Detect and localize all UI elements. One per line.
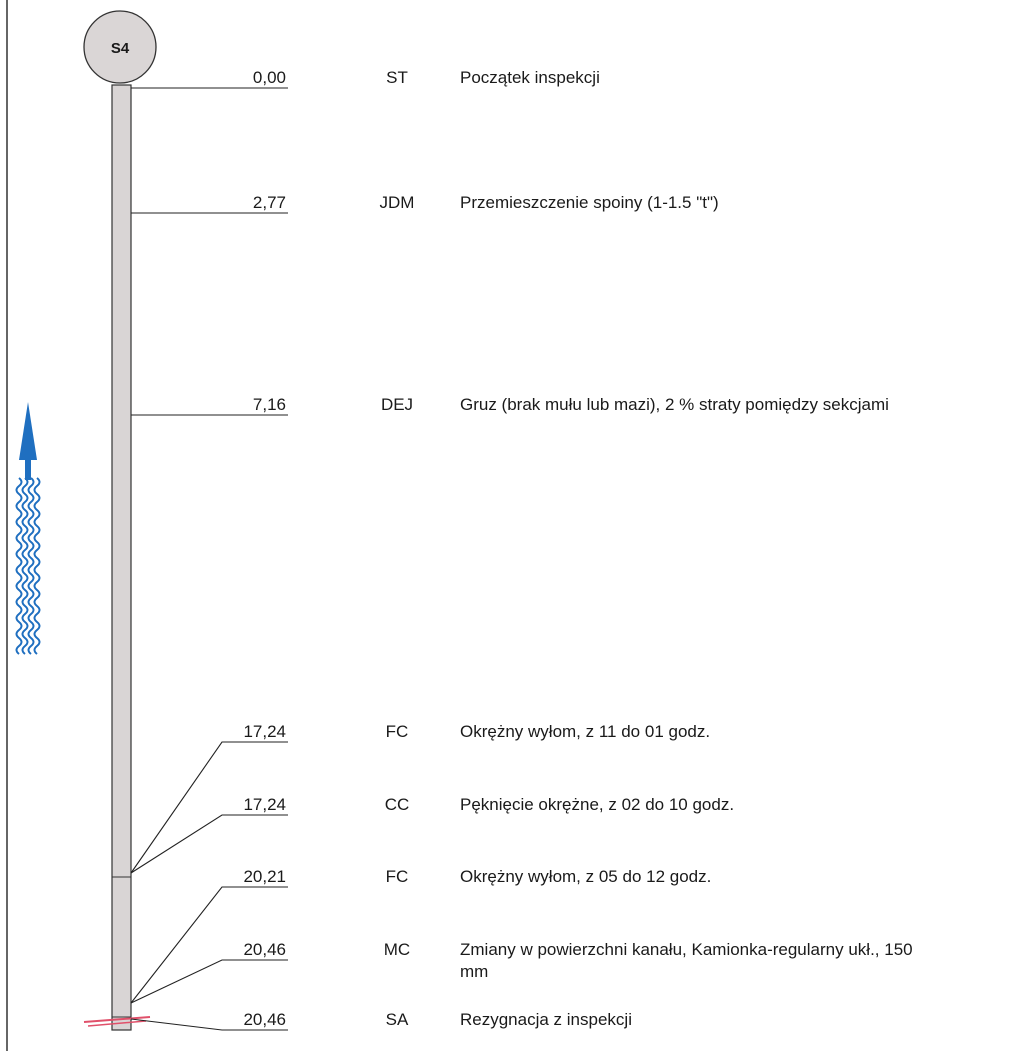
distance-label: 20,46 (243, 1010, 286, 1029)
flow-direction-arrow-icon (15, 402, 41, 655)
observation-code: CC (385, 795, 410, 814)
abandon-mark (83, 1016, 151, 1023)
distance-label: 0,00 (253, 68, 286, 87)
observation-description: Okrężny wyłom, z 05 do 12 godz. (460, 867, 711, 886)
flow-wave-line (21, 477, 29, 655)
leader-line (130, 1018, 288, 1031)
observation-description: Okrężny wyłom, z 11 do 01 godz. (460, 722, 710, 741)
observation-description: Rezygnacja z inspekcji (460, 1010, 632, 1029)
distance-label: 7,16 (253, 395, 286, 414)
manhole-label: S4 (111, 40, 130, 57)
observation-code: SA (386, 1010, 409, 1029)
arrow-head (19, 402, 37, 460)
manhole-node (83, 10, 157, 84)
observation-code: ST (386, 68, 408, 87)
observation-code: JDM (380, 193, 415, 212)
distance-label: 2,77 (253, 193, 286, 212)
observation-code: DEJ (381, 395, 413, 414)
abandon-mark (87, 1020, 147, 1027)
leader-line (130, 814, 288, 874)
flow-wave-line (27, 477, 35, 655)
observation-description: mm (460, 962, 488, 981)
observation-row: 0,00 ST Początek inspekcji (131, 68, 600, 89)
observation-description: Pęknięcie okrężne, z 02 do 10 godz. (460, 795, 734, 814)
observation-row: 20,46 SA Rezygnacja z inspekcji (130, 1010, 632, 1031)
observation-code: FC (386, 867, 409, 886)
observation-row: 20,46 MC Zmiany w powierzchni kanału, Kami… (130, 940, 913, 1004)
pipe-body (111, 84, 132, 1031)
observation-row: 20,21 FC Okrężny wyłom, z 05 do 12 godz. (130, 867, 711, 1004)
observation-code: MC (384, 940, 410, 959)
observation-description: Początek inspekcji (460, 68, 600, 87)
leader-line (130, 959, 288, 1004)
observation-description: Gruz (brak mułu lub mazi), 2 % straty po… (460, 395, 889, 414)
flow-wave-line (33, 477, 41, 655)
observation-description: Zmiany w powierzchni kanału, Kamionka-re… (460, 940, 913, 959)
distance-label: 17,24 (243, 722, 286, 741)
observation-code: FC (386, 722, 409, 741)
observation-row: 17,24 FC Okrężny wyłom, z 11 do 01 godz. (130, 722, 710, 874)
observation-list: 0,00 ST Początek inspekcji 2,77 JDM Przemiesz… (130, 68, 913, 1031)
observation-row: 7,16 DEJ Gruz (brak mułu lub mazi), 2 % st… (131, 395, 889, 416)
observation-description: Przemieszczenie spoiny (1-1.5 "t") (460, 193, 719, 212)
observation-row: 17,24 CC Pęknięcie okrężne, z 02 do 10 god… (130, 795, 734, 874)
leader-line (130, 886, 288, 1004)
distance-label: 20,46 (243, 940, 286, 959)
observation-row: 2,77 JDM Przemieszczenie spoiny (1-1.5 "t"… (131, 193, 719, 214)
flow-wave-line (15, 477, 23, 655)
distance-label: 20,21 (243, 867, 286, 886)
arrow-shaft (25, 458, 31, 480)
distance-label: 17,24 (243, 795, 286, 814)
leader-line (130, 741, 288, 874)
